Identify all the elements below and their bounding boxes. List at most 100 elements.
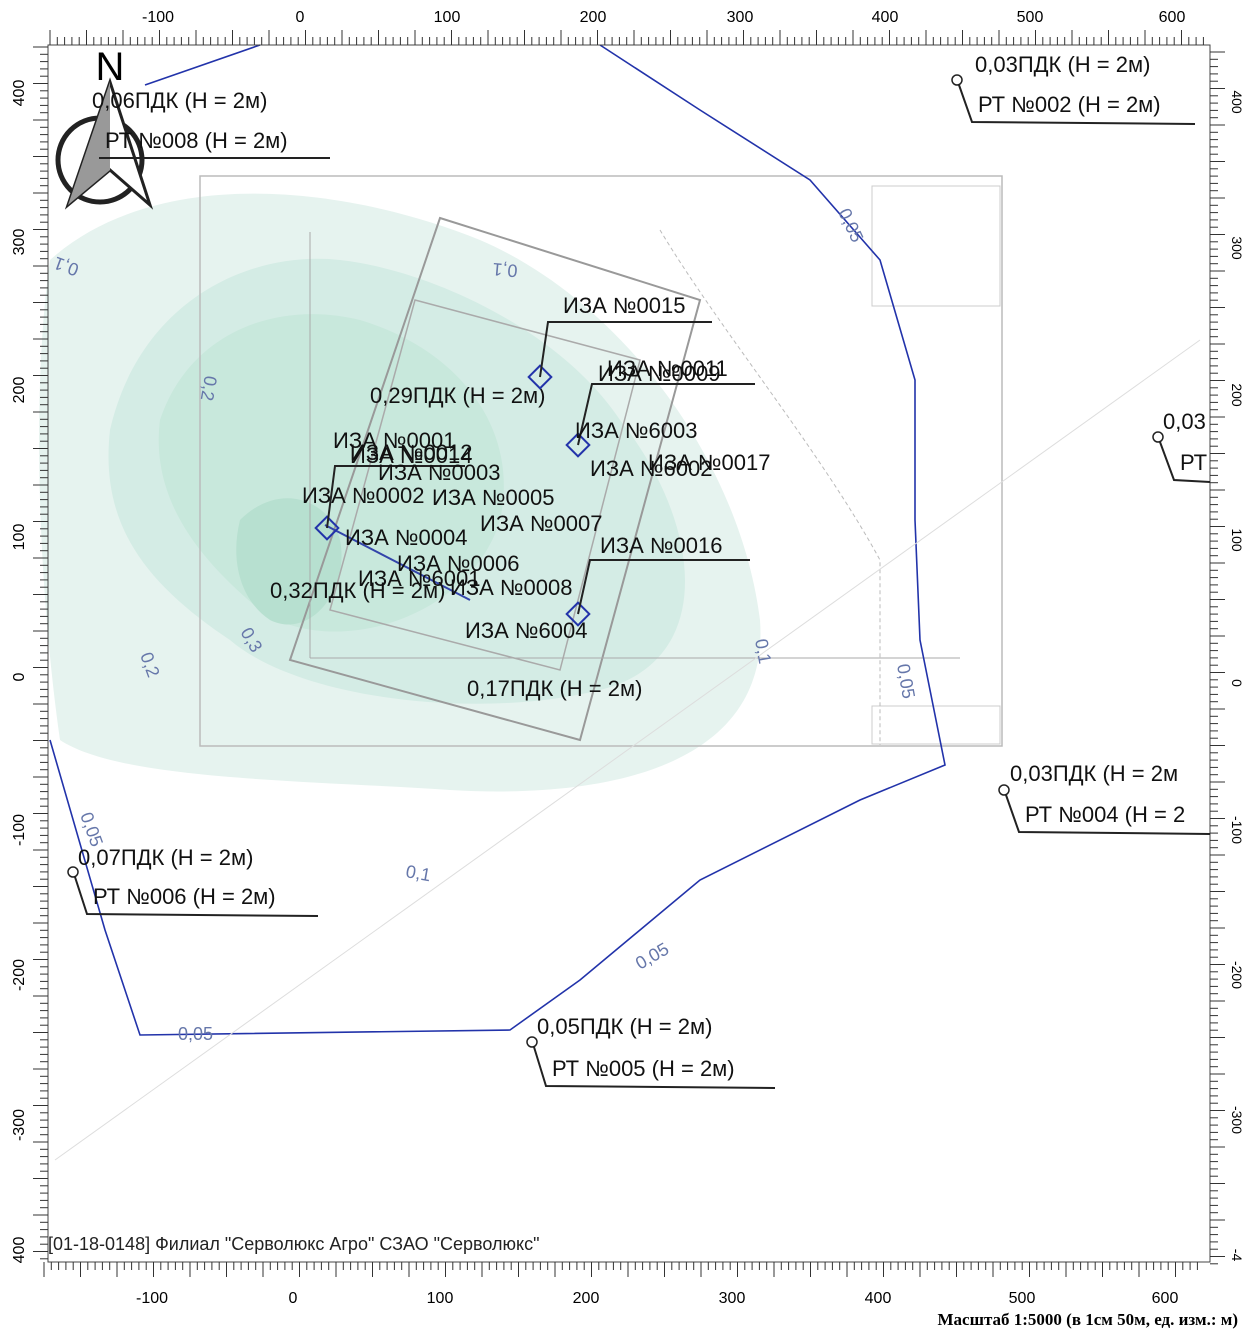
x-tick-label: -100 [136, 1290, 168, 1307]
receptor-point [998, 784, 1010, 796]
source-leader [539, 321, 712, 378]
point-value: 0,17ПДК (Н = 2м) [467, 676, 642, 701]
receptor-label: РТ [1180, 450, 1207, 475]
receptor-point [526, 1036, 538, 1048]
x-tick-label: 300 [727, 9, 754, 26]
y-tick-label: 400 [1229, 90, 1245, 114]
receptor-value: 0,05ПДК (Н = 2м) [537, 1014, 712, 1039]
receptor-point [1152, 431, 1164, 443]
y-tick-label: 400 [11, 80, 28, 107]
x-tick-label: 0 [289, 1290, 298, 1307]
source-marker [527, 364, 553, 390]
y-tick-label: 0 [1229, 679, 1245, 687]
x-tick-label: 0 [296, 9, 305, 26]
rulers [33, 30, 1225, 1277]
source-label: ИЗА №0012 [350, 440, 472, 465]
x-tick-label: -100 [142, 9, 174, 26]
contour-line [144, 44, 261, 86]
x-tick-label: 400 [865, 1290, 892, 1307]
y-tick-label: -100 [11, 814, 28, 846]
receptor-value: 0,03ПДК (Н = 2м [1010, 761, 1178, 786]
source-label: ИЗА №0004 [345, 525, 467, 550]
receptor-label: РТ №008 (Н = 2м) [105, 128, 288, 153]
receptor-label: РТ №005 (Н = 2м) [552, 1056, 735, 1081]
source-label: ИЗА №0016 [600, 533, 722, 558]
receptor-leader [74, 876, 319, 917]
x-tick-label: 100 [427, 1290, 454, 1307]
source-line [324, 524, 471, 601]
contour-line [49, 44, 946, 1036]
y-tick-label: -200 [11, 959, 28, 991]
receptor-leader [958, 84, 1196, 125]
source-leader [577, 383, 755, 446]
receptor-leader [533, 1046, 776, 1089]
source-label: ИЗА №6004 [465, 618, 587, 643]
receptor-value: 0,07ПДК (Н = 2м) [78, 845, 253, 870]
contour-label: 0,1 [492, 259, 519, 281]
source-label: ИЗА №0015 [563, 293, 685, 318]
rays [54, 339, 1201, 1161]
source-marker [314, 515, 340, 541]
site-plan-frame [199, 175, 1003, 747]
source-label: ИЗА №0008 [450, 575, 572, 600]
source-label: ИЗА №0014 [350, 443, 472, 468]
x-tick-label: 200 [573, 1290, 600, 1307]
source-leader [326, 465, 465, 529]
source-label: ИЗА №6001 [358, 566, 480, 591]
source-label: ИЗА №0007 [480, 511, 602, 536]
x-tick-label: 600 [1152, 1290, 1179, 1307]
north-arrow: N [55, 45, 154, 210]
source-label: ИЗА №0005 [432, 485, 554, 510]
source-marker [565, 432, 591, 458]
source-label: ИЗА №0011 [607, 356, 728, 381]
point-value: 0,32ПДК (Н = 2м) [270, 578, 445, 603]
point-value: 0,29ПДК (Н = 2м) [370, 383, 545, 408]
receptor-point [951, 74, 963, 86]
x-tick-label: 300 [719, 1290, 746, 1307]
frame [47, 44, 1211, 1263]
source-label: ИЗА №6003 [575, 418, 697, 443]
source-label: ИЗА №0002 [302, 483, 424, 508]
contour-label: 0,1 [404, 861, 432, 885]
y-tick-label: -200 [1229, 961, 1245, 989]
receptor-value: 0,03ПДК (Н = 2м) [975, 52, 1150, 77]
y-tick-label: 100 [11, 524, 28, 551]
source-label: ИЗА №0001 [333, 428, 455, 453]
contour-label: 0,05 [178, 1024, 213, 1044]
receptor-label: РТ №002 (Н = 2м) [978, 92, 1161, 117]
source-label: ИЗА №0009 [598, 361, 720, 386]
y-tick-label: 0 [11, 672, 28, 681]
y-tick-label: -100 [1229, 816, 1245, 844]
receptor-leader [1159, 441, 1211, 483]
plan-stamp [871, 185, 1001, 307]
receptor-label: РТ №006 (Н = 2м) [93, 884, 276, 909]
source-label: ИЗА №0017 [648, 450, 770, 475]
y-tick-label: 300 [11, 229, 28, 256]
x-tick-label: 100 [434, 9, 461, 26]
contour-label: 0,1 [751, 637, 775, 665]
y-tick-label: -300 [11, 1109, 28, 1141]
y-tick-label: -4 [1229, 1249, 1245, 1262]
y-tick-label: 100 [1229, 528, 1245, 552]
y-tick-label: -300 [1229, 1106, 1245, 1134]
source-marker [565, 601, 591, 627]
source-label: ИЗА №0003 [378, 460, 500, 485]
y-tick-label: 200 [11, 377, 28, 404]
x-tick-label: 500 [1009, 1290, 1036, 1307]
site-building [288, 216, 702, 742]
receptor-value: 0,06ПДК (Н = 2м) [92, 88, 267, 113]
footer: [01-18-0148] Филиал "Серволюкс Агро" СЗА… [48, 1234, 539, 1254]
receptor-leader [1005, 794, 1211, 835]
receptor-label: РТ №004 (Н = 2 [1025, 802, 1185, 827]
site-building [329, 299, 641, 671]
x-tick-label: 600 [1159, 9, 1186, 26]
plan-stamp [871, 705, 1001, 745]
contour-label: 0,2 [197, 374, 221, 402]
x-tick-label: 500 [1017, 9, 1044, 26]
scale: Масштаб 1:5000 (в 1см 50м, ед. изм.: м) [938, 1310, 1239, 1329]
y-tick-label: 400 [11, 1237, 28, 1264]
contour-area [236, 498, 342, 625]
source-label: ИЗА №0006 [397, 551, 519, 576]
x-tick-label: 400 [872, 9, 899, 26]
